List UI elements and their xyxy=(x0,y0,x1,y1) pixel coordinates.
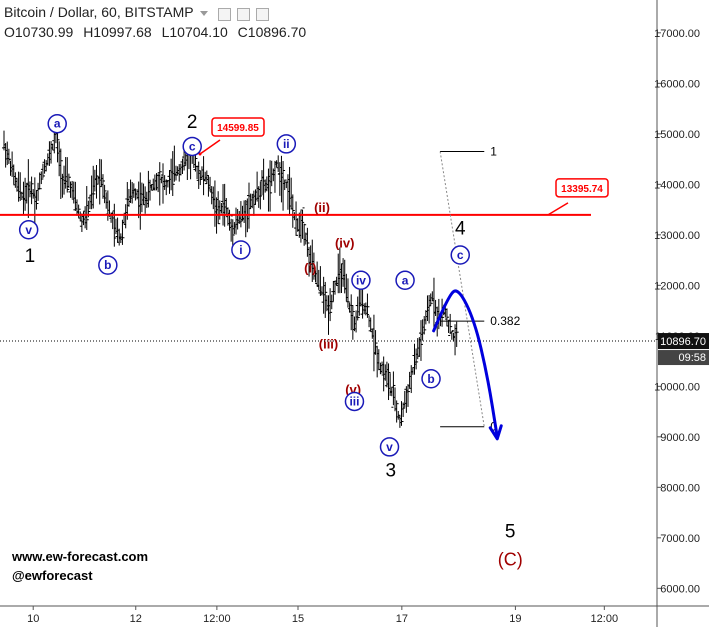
high-callout-label: 14599.85 xyxy=(217,123,259,134)
wave-label: (i) xyxy=(304,261,316,276)
chart-title-icons xyxy=(216,5,269,22)
x-tick-label: 12:00 xyxy=(591,613,619,625)
fib-level-label: 0 xyxy=(490,420,497,434)
watermark-site: www.ew-forecast.com xyxy=(12,549,149,564)
wave-label: iv xyxy=(356,273,366,287)
last-price-tag xyxy=(658,333,709,350)
wave-label-circle xyxy=(182,136,202,157)
support-callout-pointer xyxy=(547,202,569,216)
y-tick-label: 13000.00 xyxy=(654,230,700,242)
wave-label-circle xyxy=(98,255,118,275)
y-tick-label: 9000.00 xyxy=(660,432,700,444)
wave-label: a xyxy=(402,273,409,287)
wave-label-circle xyxy=(379,437,400,457)
watermark-handle: @ewforecast xyxy=(12,568,93,583)
x-tick-label: 15 xyxy=(292,613,304,625)
y-tick-label: 17000.00 xyxy=(654,28,700,40)
wave-label: (C) xyxy=(498,550,523,570)
chart-title: Bitcoin / Dollar, 60, BITSTAMP xyxy=(4,4,194,20)
wave-label: v xyxy=(386,440,393,454)
wave-label: a xyxy=(54,117,61,131)
wave-label-circle xyxy=(351,270,371,291)
ohlc-open: O10730.99 xyxy=(4,24,74,40)
wave-label-circle xyxy=(276,134,297,154)
wave-label: (ii) xyxy=(314,200,330,215)
wave-label-circle xyxy=(450,245,470,265)
wave-label: b xyxy=(427,372,434,386)
wave-label: 5 xyxy=(505,521,516,542)
x-tick-label: 12:00 xyxy=(203,613,231,625)
y-tick-label: 15000.00 xyxy=(654,129,700,141)
high-callout-pointer xyxy=(199,139,221,155)
wave-label: c xyxy=(189,139,196,153)
wave-label: 1 xyxy=(25,246,36,267)
ohlc-close: C10896.70 xyxy=(237,24,307,40)
fib-level-label: 1 xyxy=(490,145,497,159)
ohlc-high: H10997.68 xyxy=(83,24,152,40)
projection-arrow-path xyxy=(432,289,499,439)
settings-icon[interactable] xyxy=(218,8,232,22)
y-tick-label: 6000.00 xyxy=(660,583,700,595)
watermark: www.ew-forecast.com @ewforecast xyxy=(12,547,148,585)
wave-label-circle xyxy=(231,240,251,260)
wave-label: iii xyxy=(349,394,359,408)
wave-label: 4 xyxy=(455,218,466,239)
wave-label: (iv) xyxy=(335,235,355,250)
wave-label: (iii) xyxy=(319,336,339,351)
wave-label: 3 xyxy=(386,461,397,482)
wave-label-circle xyxy=(18,220,39,240)
ohlc-low: L10704.10 xyxy=(161,24,228,40)
y-tick-label: 16000.00 xyxy=(654,78,700,90)
y-tick-label: 14000.00 xyxy=(654,179,700,191)
close-icon[interactable] xyxy=(255,8,269,22)
wave-label: v xyxy=(25,223,32,237)
x-tick-label: 10 xyxy=(27,613,39,625)
chart-title-bar: Bitcoin / Dollar, 60, BITSTAMP xyxy=(4,4,269,22)
gear-icon[interactable] xyxy=(237,8,250,22)
wave-label-circle xyxy=(47,113,67,134)
fib-level-label: 0.382 xyxy=(490,314,520,328)
y-tick-label: 10000.00 xyxy=(654,381,700,393)
high-callout-box xyxy=(211,117,265,137)
time-tag-value: 09:58 xyxy=(678,352,706,364)
y-tick-label: 8000.00 xyxy=(660,482,700,494)
wave-label: b xyxy=(104,258,111,272)
y-tick-label: 12000.00 xyxy=(654,280,700,292)
wave-label: c xyxy=(457,248,464,262)
projection-arrowhead xyxy=(488,424,503,441)
last-price-value: 10896.70 xyxy=(660,336,706,348)
wave-label: 2 xyxy=(187,112,198,133)
x-tick-label: 19 xyxy=(509,613,521,625)
ohlc-readout: O10730.99 H10997.68 L10704.10 C10896.70 xyxy=(4,24,312,40)
chevron-down-icon[interactable] xyxy=(200,10,209,16)
time-tag xyxy=(658,350,709,366)
x-tick-label: 17 xyxy=(396,613,408,625)
wave-label: ii xyxy=(283,137,290,151)
wave-label: i xyxy=(239,243,242,257)
x-tick-label: 12 xyxy=(130,613,142,625)
wave-label-circle xyxy=(421,369,441,389)
y-tick-label: 7000.00 xyxy=(660,533,700,545)
wave-label-circle xyxy=(395,270,415,291)
support-callout-label: 13395.74 xyxy=(561,184,603,195)
fib-trend-line xyxy=(439,151,485,427)
support-callout-box xyxy=(555,178,609,198)
wave-label-circle xyxy=(344,391,365,412)
